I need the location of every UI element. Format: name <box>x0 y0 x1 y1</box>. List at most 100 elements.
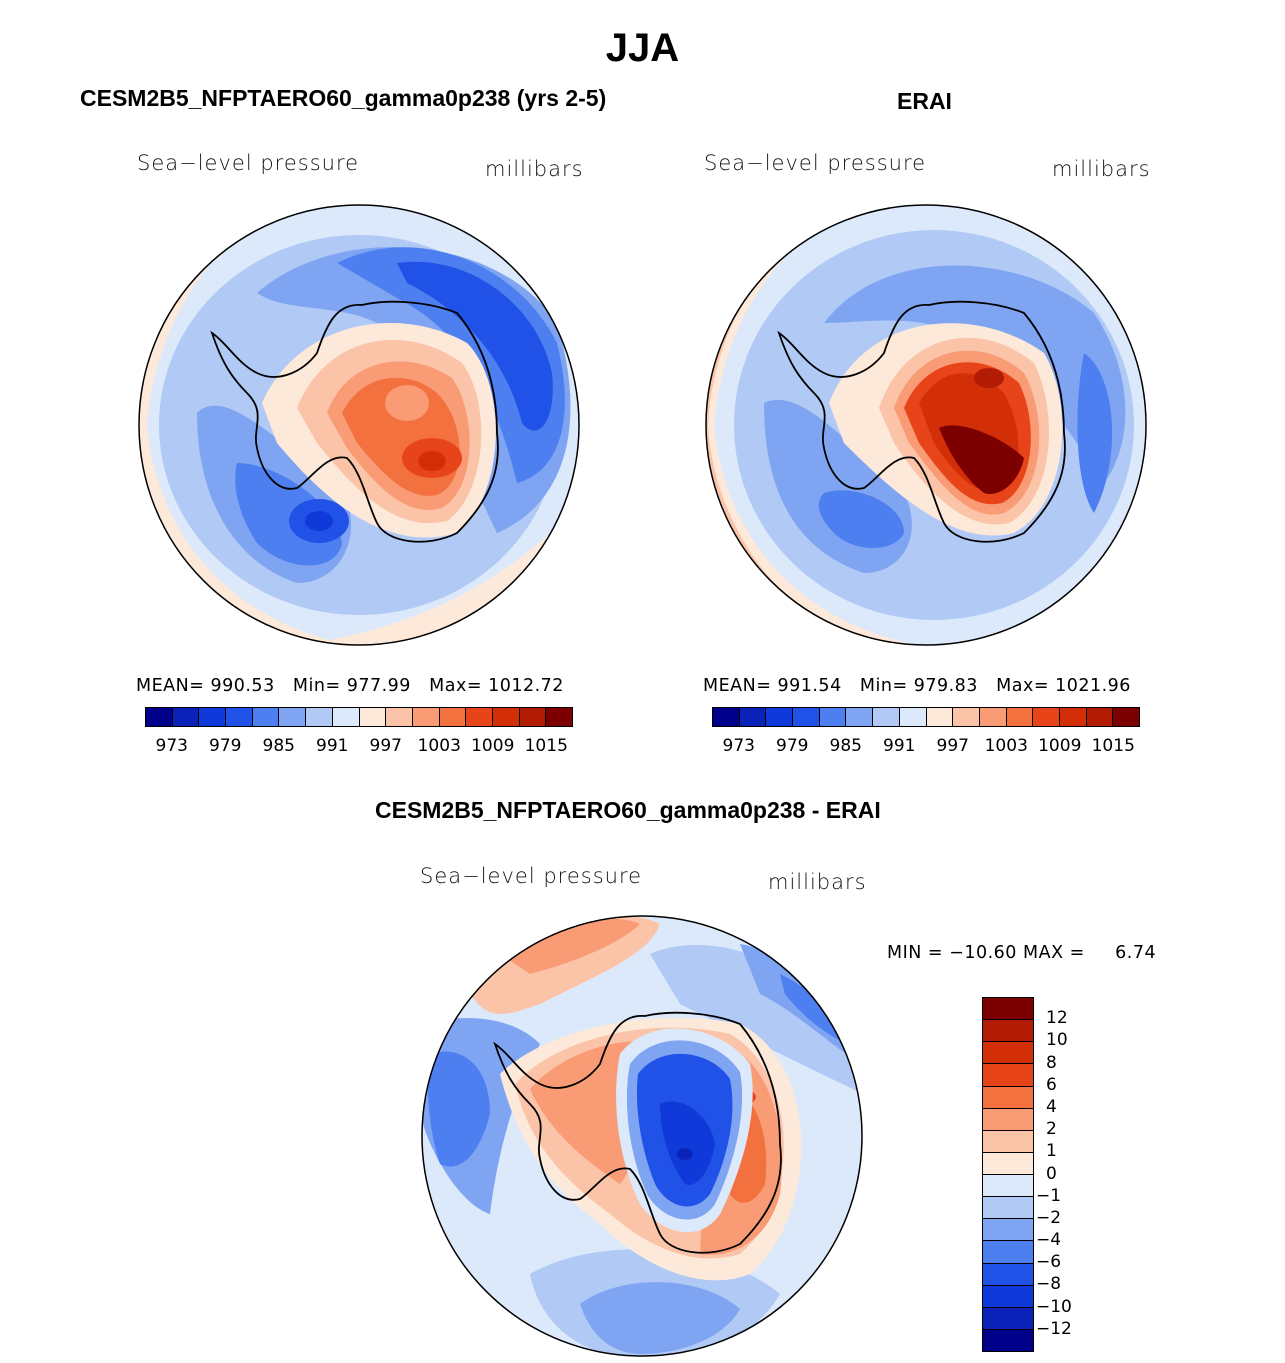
colorbar-swatch <box>306 708 333 726</box>
model-max-label: Max= <box>429 676 482 696</box>
obs-mean-label: MEAN= <box>703 676 772 696</box>
obs-tick-label: 997 <box>936 736 969 756</box>
model-variable-label: Sea−level pressure <box>137 151 360 175</box>
diff-variable-label: Sea−level pressure <box>420 864 643 888</box>
diff-tick-label: 2 <box>1046 1119 1057 1140</box>
model-min-label: Min= <box>292 676 341 696</box>
model-min-value: 977.99 <box>346 676 411 696</box>
colorbar-swatch <box>983 1197 1033 1220</box>
colorbar-swatch <box>412 708 440 726</box>
obs-tick-label: 1015 <box>1091 736 1135 756</box>
diff-min-label: MIN = <box>887 943 944 963</box>
obs-tick-label: 979 <box>776 736 809 756</box>
colorbar-swatch <box>519 708 547 726</box>
model-tick-label: 979 <box>209 736 242 756</box>
colorbar-swatch <box>983 1042 1033 1065</box>
colorbar-swatch <box>492 708 520 726</box>
diff-max-value: 6.74 <box>1115 943 1157 963</box>
model-tick-label: 991 <box>316 736 349 756</box>
colorbar-swatch <box>983 1020 1033 1043</box>
obs-panel-title: ERAI <box>897 88 952 114</box>
colorbar-swatch <box>983 1285 1033 1308</box>
diff-units-label: millibars <box>768 870 867 894</box>
model-tick-label: 1015 <box>524 736 568 756</box>
colorbar-swatch <box>332 708 360 726</box>
model-mean-label: MEAN= <box>136 676 205 696</box>
colorbar-swatch <box>146 708 173 726</box>
colorbar-swatch <box>926 708 954 726</box>
colorbar-swatch <box>983 1064 1033 1087</box>
model-stats: MEAN= 990.53 Min= 977.99 Max= 1012.72 <box>136 676 564 696</box>
model-polar-map <box>138 204 580 646</box>
model-tick-label: 1009 <box>471 736 515 756</box>
model-colorbar-ticks: 973 979 985 991 997 1003 1009 1015 <box>145 736 573 758</box>
colorbar-swatch <box>983 1108 1033 1131</box>
colorbar-swatch <box>983 1307 1033 1330</box>
colorbar-swatch <box>983 1130 1033 1153</box>
model-tick-label: 973 <box>155 736 188 756</box>
obs-min-label: Min= <box>859 676 908 696</box>
colorbar-swatch <box>873 708 900 726</box>
diff-tick-label: −10 <box>1036 1296 1072 1317</box>
model-colorbar <box>145 707 573 727</box>
obs-tick-label: 1009 <box>1038 736 1082 756</box>
obs-stats: MEAN= 991.54 Min= 979.83 Max= 1021.96 <box>703 676 1131 696</box>
model-antarctica-coastline <box>210 300 499 543</box>
obs-variable-label: Sea−level pressure <box>704 151 927 175</box>
obs-min-value: 979.83 <box>913 676 978 696</box>
diff-tick-label: 1 <box>1046 1141 1057 1162</box>
colorbar-swatch <box>793 708 820 726</box>
obs-mean-value: 991.54 <box>777 676 842 696</box>
diff-tick-label: 4 <box>1046 1096 1057 1117</box>
colorbar-swatch <box>386 708 413 726</box>
model-tick-label: 985 <box>262 736 295 756</box>
colorbar-swatch <box>226 708 253 726</box>
colorbar-swatch <box>983 1152 1033 1175</box>
colorbar-swatch <box>983 1175 1033 1198</box>
obs-colorbar-ticks: 973 979 985 991 997 1003 1009 1015 <box>712 736 1140 758</box>
diff-tick-label: −6 <box>1036 1252 1062 1273</box>
colorbar-swatch <box>739 708 767 726</box>
colorbar-swatch <box>546 708 572 726</box>
obs-polar-map <box>705 204 1147 646</box>
figure-title: JJA <box>605 26 680 70</box>
colorbar-swatch <box>983 1241 1033 1264</box>
colorbar-swatch <box>1006 708 1034 726</box>
model-tick-label: 997 <box>369 736 402 756</box>
diff-tick-label: 0 <box>1046 1163 1057 1184</box>
model-panel-title: CESM2B5_NFPTAERO60_gamma0p238 (yrs 2-5) <box>80 85 607 111</box>
colorbar-swatch <box>983 1086 1033 1109</box>
model-units-label: millibars <box>485 157 584 181</box>
colorbar-swatch <box>199 708 227 726</box>
colorbar-swatch <box>766 708 794 726</box>
diff-colorbar <box>982 997 1034 1352</box>
colorbar-swatch <box>466 708 493 726</box>
colorbar-swatch <box>819 708 847 726</box>
colorbar-swatch <box>172 708 200 726</box>
diff-colorbar-ticks: 12 10 8 6 4 2 1 0 −1 −2 −4 −6 −8 −10 −12 <box>1036 997 1102 1352</box>
colorbar-swatch <box>359 708 387 726</box>
diff-panel-title: CESM2B5_NFPTAERO60_gamma0p238 - ERAI <box>375 797 881 823</box>
obs-tick-label: 991 <box>883 736 916 756</box>
diff-tick-label: −4 <box>1036 1230 1062 1251</box>
model-tick-label: 1003 <box>417 736 461 756</box>
obs-units-label: millibars <box>1052 157 1151 181</box>
diff-polar-map <box>421 915 863 1357</box>
diff-stats: MIN = −10.60 MAX = 6.74 <box>887 943 1156 963</box>
colorbar-swatch <box>983 1263 1033 1286</box>
obs-tick-label: 985 <box>829 736 862 756</box>
diff-tick-label: −12 <box>1036 1318 1072 1339</box>
diff-min-value: −10.60 <box>949 943 1017 963</box>
diff-tick-label: 10 <box>1046 1030 1068 1051</box>
colorbar-swatch <box>252 708 280 726</box>
colorbar-swatch <box>979 708 1007 726</box>
colorbar-swatch <box>1113 708 1139 726</box>
obs-max-label: Max= <box>996 676 1049 696</box>
colorbar-swatch <box>1033 708 1060 726</box>
colorbar-swatch <box>1086 708 1114 726</box>
colorbar-swatch <box>713 708 740 726</box>
colorbar-swatch <box>983 1219 1033 1242</box>
colorbar-swatch <box>279 708 307 726</box>
obs-colorbar <box>712 707 1140 727</box>
diff-tick-label: −8 <box>1036 1274 1062 1295</box>
